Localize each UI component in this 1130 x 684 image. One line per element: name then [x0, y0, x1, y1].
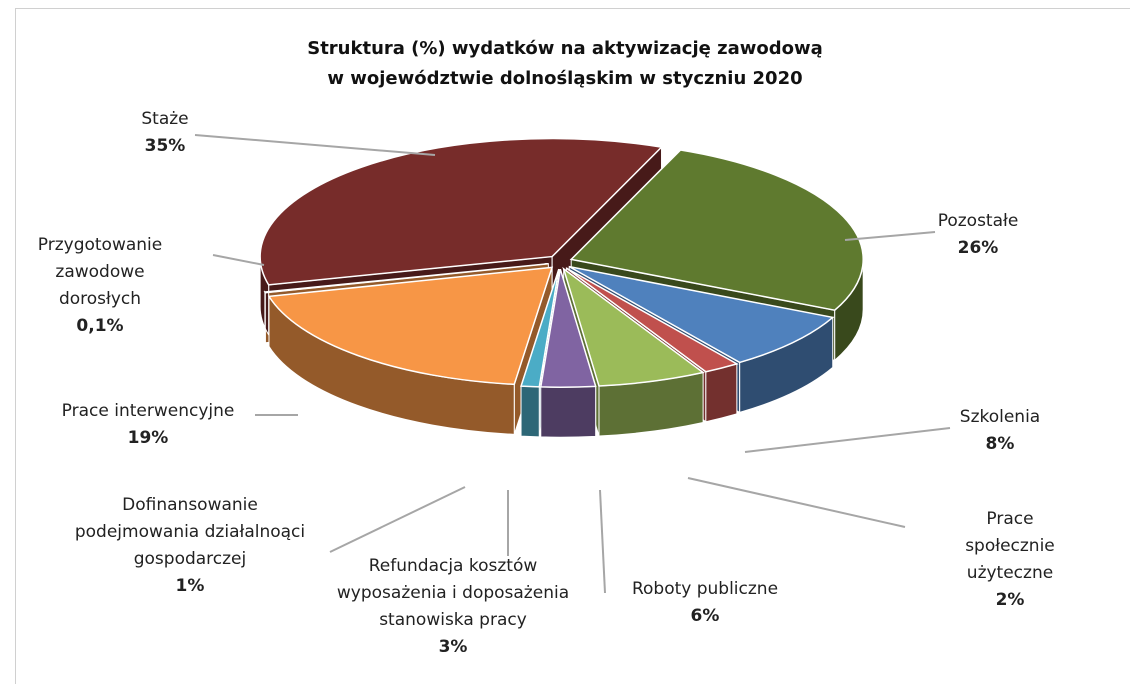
data-label: Szkolenia 8%	[960, 404, 1040, 458]
data-label: Refundacja kosztów wyposażenia i doposaż…	[337, 553, 569, 661]
data-label: Dofinansowanie podejmowania działalnoąci…	[75, 492, 305, 600]
value-label: 19%	[127, 428, 169, 448]
slice	[259, 137, 664, 286]
pie-tops	[259, 137, 864, 388]
slice	[568, 265, 835, 364]
category-label: Prace interwencyjne	[61, 401, 235, 421]
value-label: 1%	[175, 576, 205, 596]
category-label: Pozostałe	[937, 211, 1019, 231]
leader-line	[687, 477, 906, 528]
slice-side	[705, 363, 738, 423]
data-label: Przygotowanie zawodowe dorosłych 0,1%	[38, 232, 162, 340]
slice-side	[540, 385, 597, 438]
category-label: Prace społecznie użyteczne	[965, 509, 1055, 583]
category-label: Dofinansowanie podejmowania działalnoąci…	[74, 495, 306, 569]
leader-line	[599, 489, 606, 594]
data-label: Roboty publiczne 6%	[632, 576, 778, 630]
slice	[520, 268, 560, 388]
leader-line	[844, 231, 936, 241]
slice-side	[520, 385, 540, 438]
slice	[569, 149, 864, 312]
slice	[562, 266, 705, 387]
frame	[15, 8, 1130, 684]
leader-line	[744, 427, 951, 453]
slice	[565, 267, 739, 373]
slice	[263, 263, 549, 294]
data-label: Pozostałe 26%	[938, 208, 1019, 262]
data-label: Prace społecznie użyteczne 2%	[950, 506, 1070, 614]
category-label: Refundacja kosztów wyposażenia i doposaż…	[336, 556, 570, 630]
slice	[267, 266, 554, 386]
data-label: Prace interwencyjne 19%	[62, 398, 235, 452]
value-label: 3%	[438, 637, 468, 657]
slice	[539, 268, 597, 388]
category-label: Roboty publiczne	[631, 579, 779, 599]
category-label: Staże	[141, 109, 189, 129]
data-label: Staże 35%	[141, 106, 188, 160]
chart-title: Struktura (%) wydatków na aktywizację za…	[307, 38, 823, 89]
category-label: Przygotowanie zawodowe dorosłych	[37, 235, 163, 309]
leader-line	[194, 134, 436, 156]
value-label: 26%	[957, 238, 999, 258]
leader-line	[329, 486, 466, 553]
category-label: Szkolenia	[959, 407, 1041, 427]
value-label: 0,1%	[76, 316, 124, 336]
leader-line	[212, 254, 265, 266]
value-label: 6%	[690, 606, 720, 626]
value-label: 35%	[144, 136, 186, 156]
value-label: 2%	[995, 590, 1025, 610]
value-label: 8%	[985, 434, 1015, 454]
